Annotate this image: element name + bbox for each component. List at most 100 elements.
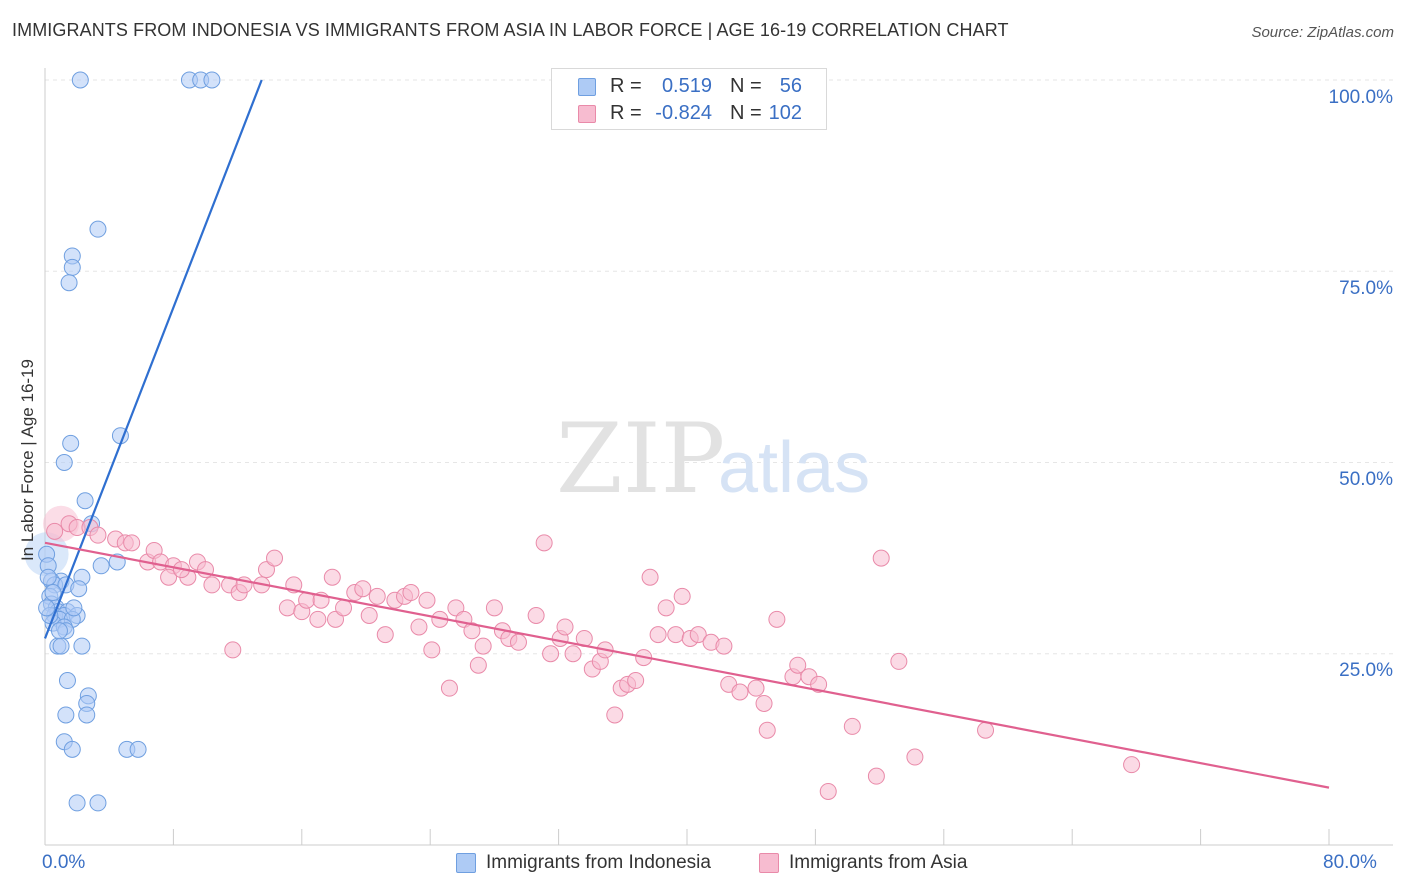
data-point-asia <box>309 610 327 628</box>
data-point-asia <box>224 641 242 659</box>
r-value: 0.519 <box>661 75 712 97</box>
r-label: R = <box>610 75 642 97</box>
data-point-asia <box>418 591 436 609</box>
stats-row-asia: R = -0.824 N = 102 <box>552 101 826 127</box>
data-point-asia <box>906 748 924 766</box>
data-point-asia <box>810 675 828 693</box>
data-point-indonesia <box>70 580 88 598</box>
data-point-asia <box>556 618 574 636</box>
data-point-asia <box>819 782 837 800</box>
data-point-asia <box>689 626 707 644</box>
asia-swatch <box>578 105 596 123</box>
data-point-indonesia <box>129 740 147 758</box>
data-point-asia <box>867 767 885 785</box>
data-point-indonesia <box>76 492 94 510</box>
data-point-asia <box>440 679 458 697</box>
data-point-indonesia <box>50 622 68 640</box>
watermark-zip: ZIP <box>556 403 725 515</box>
data-point-asia <box>402 584 420 602</box>
x-tick-label-max: 80.0% <box>1323 852 1377 873</box>
data-point-indonesia <box>78 706 96 724</box>
data-point-asia <box>872 549 890 567</box>
trend-line-indonesia <box>43 79 263 639</box>
y-tick-label-75: 75.0% <box>1339 278 1393 299</box>
chart-source: Source: ZipAtlas.com <box>1251 24 1394 41</box>
data-point-asia <box>843 717 861 735</box>
data-point-indonesia <box>203 71 221 89</box>
data-point-asia <box>368 587 386 605</box>
axes <box>44 68 1393 846</box>
data-point-asia <box>1123 756 1141 774</box>
r-value: -0.824 <box>655 102 712 124</box>
data-point-indonesia <box>63 740 81 758</box>
data-point-indonesia <box>68 794 86 812</box>
data-point-asia <box>266 549 284 567</box>
y-tick-label-50: 50.0% <box>1339 469 1393 490</box>
data-point-asia <box>278 599 296 617</box>
data-point-asia <box>123 534 141 552</box>
data-point-asia <box>667 626 685 644</box>
data-point-asia <box>410 618 428 636</box>
data-point-indonesia <box>63 258 81 276</box>
data-point-asia <box>160 568 178 586</box>
data-point-asia <box>469 656 487 674</box>
n-value: 56 <box>779 75 802 97</box>
watermark-atlas: atlas <box>718 428 870 508</box>
data-point-indonesia <box>60 274 78 292</box>
legend-label-indonesia: Immigrants from Indonesia <box>486 852 711 873</box>
trend-line-asia <box>44 541 1330 789</box>
data-point-asia <box>657 599 675 617</box>
data-point-asia <box>649 626 667 644</box>
n-label: N = <box>730 75 762 97</box>
stats-row-indonesia: R = 0.519 N = 56 <box>552 74 826 100</box>
n-label: N = <box>730 102 762 124</box>
data-point-asia <box>747 679 765 697</box>
data-point-asia <box>485 599 503 617</box>
data-point-indonesia <box>71 71 89 89</box>
data-point-asia <box>768 610 786 628</box>
legend-swatch-indonesia <box>456 853 476 873</box>
data-point-indonesia <box>57 706 75 724</box>
data-point-asia <box>641 568 659 586</box>
x-tick-label-min: 0.0% <box>42 852 86 873</box>
data-point-asia <box>715 637 733 655</box>
stats-box: R = 0.519 N = 56 R = -0.824 N = 102 <box>551 68 827 130</box>
data-point-asia <box>606 706 624 724</box>
data-point-asia <box>463 622 481 640</box>
data-points <box>24 71 1141 812</box>
data-point-asia <box>335 599 353 617</box>
data-point-asia <box>46 522 64 540</box>
data-point-indonesia <box>62 434 80 452</box>
y-tick-label-25: 25.0% <box>1339 660 1393 681</box>
trend-lines <box>43 79 1330 789</box>
data-point-asia <box>977 721 995 739</box>
n-value: 102 <box>768 102 802 124</box>
data-point-asia <box>527 607 545 624</box>
y-tick-label-100: 100.0% <box>1328 87 1393 108</box>
data-point-asia <box>890 652 908 670</box>
data-point-asia <box>376 626 394 644</box>
data-point-asia <box>360 607 378 624</box>
chart-title: IMMIGRANTS FROM INDONESIA VS IMMIGRANTS … <box>12 20 1009 40</box>
data-point-indonesia <box>39 568 57 586</box>
data-point-indonesia <box>89 220 107 238</box>
data-point-indonesia <box>73 637 91 655</box>
y-axis-label: In Labor Force | Age 16-19 <box>18 359 37 561</box>
data-point-asia <box>789 656 807 674</box>
data-point-asia <box>535 534 553 552</box>
data-point-indonesia <box>38 599 56 617</box>
data-point-indonesia <box>58 672 76 690</box>
data-point-asia <box>627 672 645 690</box>
data-point-indonesia <box>65 599 83 617</box>
legend-label-asia: Immigrants from Asia <box>789 852 968 873</box>
data-point-indonesia <box>44 584 62 602</box>
data-point-indonesia <box>89 794 107 812</box>
data-point-asia <box>509 633 527 651</box>
data-point-asia <box>354 580 372 598</box>
gridlines <box>45 79 1393 655</box>
data-point-asia <box>542 645 560 663</box>
data-point-asia <box>755 694 773 712</box>
data-point-indonesia <box>52 637 70 655</box>
data-point-asia <box>89 526 107 544</box>
